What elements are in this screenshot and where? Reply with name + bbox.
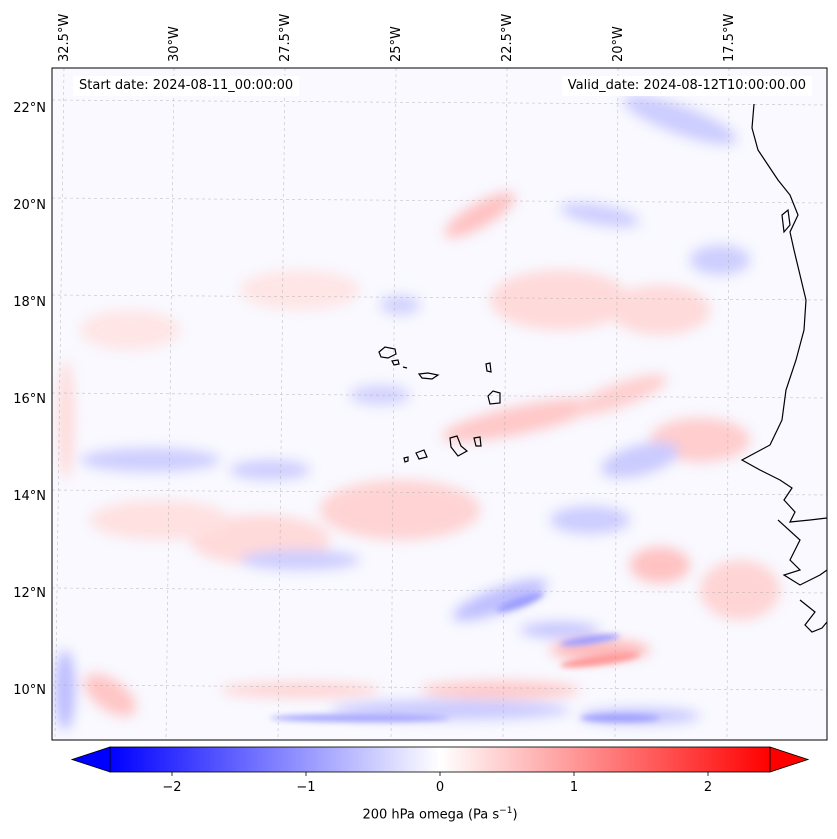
lat-label: 20°N xyxy=(13,198,46,213)
lon-label: 20°W xyxy=(611,26,626,62)
longitude-labels: 32.5°W 30°W 27.5°W 25°W 22.5°W 20°W 17.5… xyxy=(57,14,737,62)
lat-label: 10°N xyxy=(13,683,46,698)
colorbar-gradient xyxy=(110,747,770,772)
map-panel[interactable]: 32.5°W 30°W 27.5°W 25°W 22.5°W 20°W 17.5… xyxy=(13,14,828,741)
colorbar-tick-label: 1 xyxy=(570,780,578,795)
colorbar-title: 200 hPa omega (Pa s−1) xyxy=(0,806,837,822)
colorbar-low-extend xyxy=(70,746,111,773)
start-date-label: Start date: 2024-08-11_00:00:00 xyxy=(73,76,300,96)
colorbar: −2 −1 0 1 2 xyxy=(70,746,810,795)
cape-verde-islands xyxy=(378,346,501,463)
omega-field xyxy=(55,95,780,730)
gridlines xyxy=(51,67,828,741)
colorbar-tick-labels: −2 −1 0 1 2 xyxy=(162,780,712,795)
lon-label: 32.5°W xyxy=(57,14,72,62)
colorbar-title-end: ) xyxy=(512,807,518,823)
colorbar-high-extend xyxy=(769,746,810,773)
lon-label: 30°W xyxy=(167,26,182,62)
colorbar-tick-label: 2 xyxy=(704,780,712,795)
lat-label: 14°N xyxy=(13,489,46,504)
map-background xyxy=(52,68,827,740)
colorbar-tick-label: −2 xyxy=(162,780,181,795)
colorbar-title-text: 200 hPa omega (Pa s xyxy=(362,807,500,823)
lat-label: 18°N xyxy=(13,295,46,310)
lon-label: 27.5°W xyxy=(278,14,293,62)
latitude-labels: 22°N 20°N 18°N 16°N 14°N 12°N 10°N xyxy=(13,101,46,698)
africa-coastline xyxy=(740,103,827,523)
colorbar-tick-label: 0 xyxy=(436,780,444,795)
map-frame xyxy=(51,67,828,741)
coastlines xyxy=(740,103,827,633)
colorbar-title-exponent: −1 xyxy=(499,806,513,816)
lon-label: 22.5°W xyxy=(500,14,515,62)
valid-date-label: Valid_date: 2024-08-12T10:00:00.00 xyxy=(561,76,812,96)
lon-label: 25°W xyxy=(389,26,404,62)
colorbar-tick-label: −1 xyxy=(296,780,315,795)
lat-label: 12°N xyxy=(13,586,46,601)
lat-label: 16°N xyxy=(13,392,46,407)
lat-label: 22°N xyxy=(13,101,46,116)
lon-label: 17.5°W xyxy=(722,14,737,62)
colorbar-ticks xyxy=(171,772,709,776)
